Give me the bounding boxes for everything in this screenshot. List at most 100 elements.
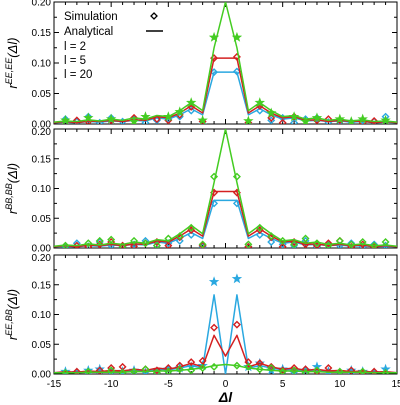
- data-point: [335, 236, 344, 245]
- y-tick-label: 0.15: [32, 154, 52, 165]
- data-point: [244, 240, 253, 248]
- data-point: [152, 366, 161, 374]
- data-point: [107, 364, 116, 373]
- data-point: [244, 358, 253, 367]
- data-point: [210, 172, 219, 181]
- y-tick-label: 0.05: [32, 340, 52, 351]
- data-point: [232, 361, 241, 370]
- y-axis-label-sup: BB,BB: [4, 183, 14, 210]
- panel-3: 0.00 0.05 0.10 0.15 0.20 rEE,BB(Δl) -15 -10 -5 0 5…: [4, 253, 400, 405]
- data-point: [198, 240, 207, 248]
- series-l20: [54, 2, 397, 124]
- data-point: [130, 367, 139, 374]
- data-point: [152, 368, 161, 374]
- data-point: [347, 240, 356, 248]
- y-axis-label: rBB,BB(Δl): [4, 163, 20, 214]
- x-tick-label: 5: [280, 379, 286, 390]
- data-point: [107, 366, 116, 374]
- data-point: [347, 366, 356, 374]
- series-line-l2: [54, 199, 397, 248]
- data-point: [278, 367, 287, 374]
- data-point: [324, 115, 333, 124]
- data-point: [324, 239, 333, 248]
- data-point: [324, 364, 333, 373]
- data-point: [141, 118, 150, 124]
- data-point: [370, 241, 379, 248]
- panel-2: 0.00 0.05 0.10 0.15 0.20 rBB,BB(Δl): [4, 127, 398, 255]
- y-tick-label: 0.05: [32, 214, 52, 225]
- y-tick-label: 0.05: [32, 89, 52, 100]
- data-point: [358, 367, 367, 374]
- data-point: [95, 236, 104, 245]
- data-point: [130, 236, 139, 245]
- data-point: [255, 223, 264, 232]
- data-point: [243, 115, 254, 124]
- series-l5: [54, 188, 397, 248]
- data-point: [255, 365, 264, 374]
- data-point: [61, 368, 70, 374]
- y-tick-label: 0.00: [32, 120, 52, 131]
- data-point: [300, 116, 311, 124]
- data-point: [60, 114, 71, 124]
- data-point: [72, 367, 81, 374]
- data-point: [381, 238, 390, 247]
- data-point: [61, 241, 70, 248]
- y-axis-label-sup: EE,BB: [4, 309, 14, 336]
- y-axis-label: rEE,BB(Δl): [4, 289, 20, 340]
- data-point: [254, 97, 265, 108]
- x-axis-label: Δl: [218, 389, 233, 405]
- series-line-l5: [54, 190, 397, 248]
- data-point: [357, 113, 368, 124]
- data-point: [267, 238, 276, 247]
- data-point: [232, 199, 241, 208]
- series-l2: [54, 199, 397, 248]
- data-point: [175, 232, 184, 241]
- data-point: [311, 112, 323, 123]
- data-point: [255, 230, 264, 239]
- x-tick-label: 0: [223, 379, 229, 390]
- series-line-l5: [54, 334, 397, 374]
- data-point: [290, 366, 299, 374]
- data-point: [164, 234, 173, 243]
- data-point: [381, 368, 390, 374]
- legend: Simulation Analytical l = 2 l = 5 l = 20: [64, 11, 163, 81]
- data-point: [198, 364, 207, 373]
- data-point: [118, 368, 127, 374]
- data-point: [186, 97, 197, 108]
- data-point: [152, 241, 161, 248]
- x-tick-label: 10: [334, 379, 346, 390]
- data-point: [267, 364, 276, 373]
- legend-series-label: l = 2: [64, 41, 86, 53]
- data-point: [278, 236, 287, 245]
- legend-simulation: Simulation: [64, 11, 118, 23]
- data-point: [208, 276, 220, 287]
- data-point: [187, 230, 196, 239]
- data-point: [278, 366, 287, 374]
- legend-analytical: Analytical: [64, 26, 113, 38]
- data-point: [266, 107, 277, 118]
- data-point: [312, 366, 321, 374]
- y-tick-label: 0.15: [32, 280, 52, 291]
- data-point: [187, 366, 196, 374]
- data-point: [187, 106, 196, 115]
- y-tick-label: 0.10: [32, 184, 52, 195]
- series-l2: [54, 67, 397, 124]
- y-axis-label: rEE,EE(Δl): [4, 37, 20, 88]
- data-point: [232, 172, 241, 181]
- data-point: [141, 239, 150, 248]
- data-point: [288, 111, 300, 122]
- x-tick-label: 15: [391, 379, 400, 390]
- y-axis-label-arg: (Δl): [5, 163, 20, 183]
- data-point: [128, 116, 140, 124]
- series-line-l5: [54, 57, 397, 124]
- data-point: [324, 241, 333, 248]
- data-point: [187, 358, 196, 367]
- data-point: [290, 118, 299, 124]
- data-point: [231, 273, 243, 284]
- data-point: [72, 116, 81, 124]
- legend-series-label: l = 5: [64, 55, 86, 67]
- data-point: [380, 114, 391, 124]
- data-point: [198, 356, 207, 365]
- data-point: [187, 223, 196, 232]
- series-line-l20: [54, 363, 397, 374]
